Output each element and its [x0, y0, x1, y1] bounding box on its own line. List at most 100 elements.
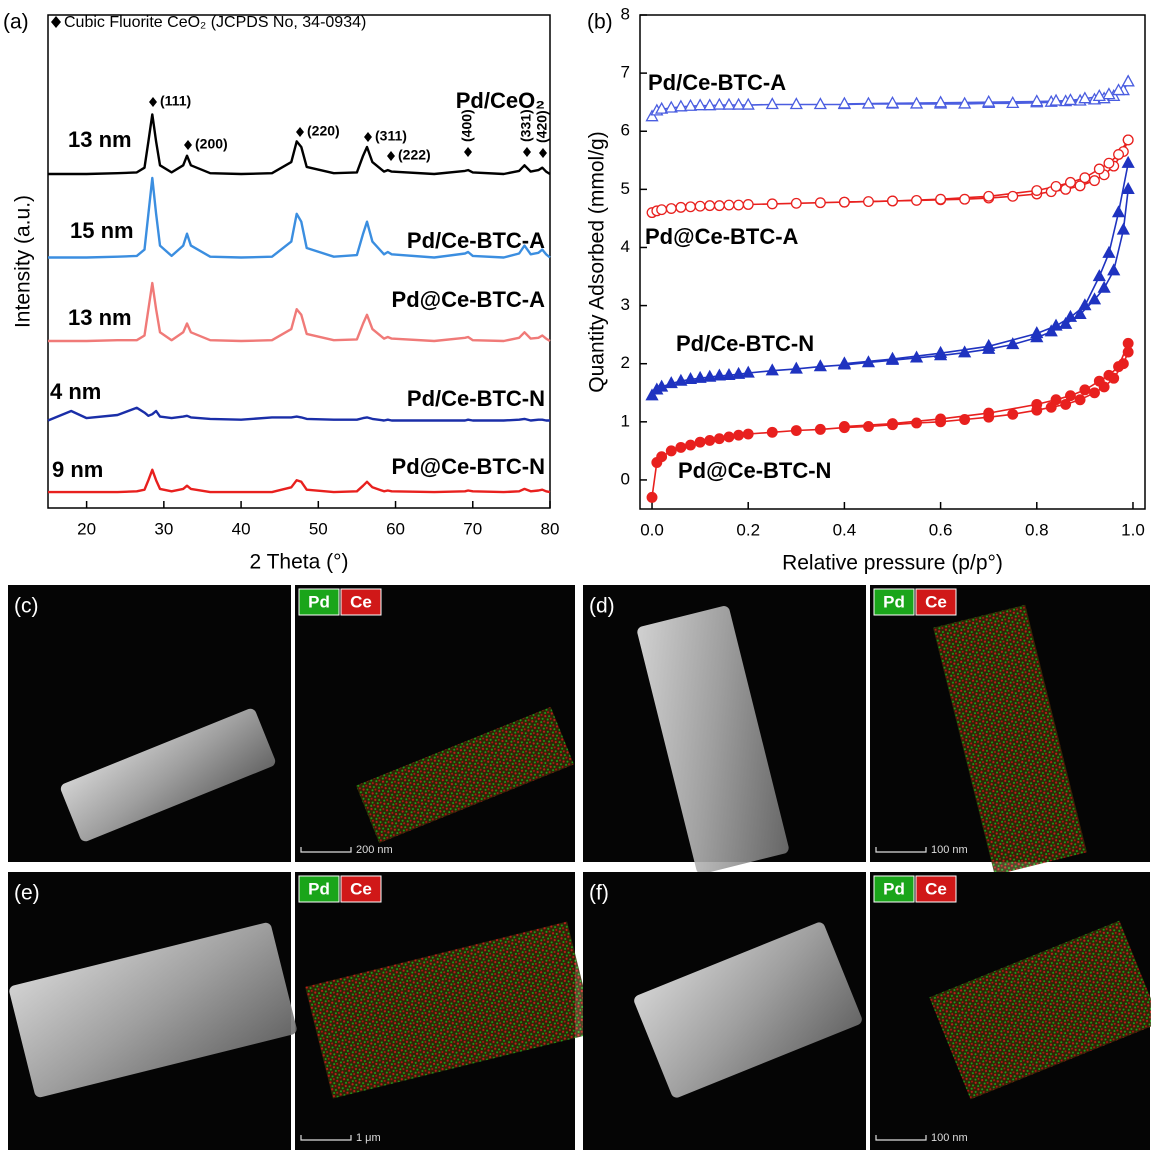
data-point — [766, 426, 778, 438]
panel: (c) Pd Ce 200 nm — [8, 585, 575, 862]
series-label: Pd/Ce-BTC-N — [407, 386, 545, 411]
plot-frame — [639, 14, 1146, 510]
x-tick-label: 0.0 — [640, 520, 664, 539]
scale-bar — [875, 1135, 927, 1141]
data-point — [885, 351, 900, 364]
data-point — [1122, 337, 1134, 349]
data-point — [712, 368, 726, 381]
data-point — [704, 200, 716, 212]
data-point — [1065, 390, 1076, 402]
data-point — [1107, 263, 1121, 276]
scale-bar — [875, 847, 927, 853]
y-axis-label: Quantity Adsorbed (mmol/g) — [586, 131, 609, 392]
data-point — [723, 199, 735, 211]
y-tick-label: 0 — [621, 469, 630, 488]
data-point — [1031, 398, 1043, 410]
series-line — [48, 176, 551, 259]
legend-label: Pd — [308, 592, 330, 611]
data-point — [1078, 298, 1092, 311]
data-point — [959, 193, 971, 205]
peak-diamond — [523, 147, 531, 157]
peak-diamond — [296, 127, 304, 137]
series-label: Pd/Ce-BTC-N — [676, 331, 814, 356]
y-tick-label: 5 — [621, 179, 630, 198]
data-point — [685, 201, 696, 213]
data-point — [982, 94, 996, 107]
data-point — [814, 197, 826, 209]
x-tick-label: 1.0 — [1121, 520, 1145, 539]
data-point — [1122, 134, 1134, 146]
data-point — [935, 193, 947, 205]
scale-label: 200 nm — [356, 844, 393, 856]
data-point — [863, 421, 874, 432]
x-tick-label: 70 — [463, 519, 482, 538]
data-point — [789, 361, 803, 374]
crystal — [60, 708, 276, 842]
data-point — [1121, 74, 1135, 87]
x-axis-label: Relative pressure (p/p°) — [782, 552, 1003, 575]
x-tick-label: 0.8 — [1025, 520, 1049, 539]
data-point — [935, 413, 947, 425]
data-point — [838, 196, 850, 208]
legend-swatch — [340, 875, 382, 903]
data-point — [656, 451, 668, 463]
data-point — [1050, 180, 1062, 192]
data-point — [675, 201, 687, 213]
data-point — [674, 373, 688, 386]
data-point — [1063, 93, 1078, 106]
data-point — [741, 97, 755, 110]
data-point — [1089, 387, 1100, 399]
data-point — [1074, 394, 1086, 406]
x-tick-label: 0.2 — [736, 520, 760, 539]
data-point — [1073, 306, 1087, 319]
data-point — [742, 199, 754, 210]
x-tick-label: 0.4 — [833, 520, 857, 539]
panel: (e) Pd Ce 1 μm — [8, 872, 595, 1150]
legend-label: Ce — [925, 879, 947, 898]
x-tick-label: 80 — [541, 519, 560, 538]
series-label: Pd@Ce-BTC-A — [645, 224, 799, 249]
legend-label: Pd — [308, 879, 330, 898]
data-point — [790, 197, 802, 209]
data-point — [722, 367, 736, 380]
data-point — [1097, 280, 1111, 293]
data-point — [1044, 324, 1058, 337]
size-label: 13 nm — [68, 127, 132, 152]
data-point — [861, 355, 876, 368]
legend-swatch — [340, 588, 382, 616]
data-point — [1006, 95, 1020, 108]
y-tick-label: 4 — [621, 237, 630, 256]
y-tick-label: 8 — [621, 4, 630, 23]
data-point — [741, 365, 755, 378]
panel-label: (d) — [589, 595, 615, 618]
peak-diamond — [184, 140, 192, 150]
data-point — [731, 366, 746, 379]
scale-label: 100 nm — [931, 1132, 968, 1144]
y-tick-label: 3 — [621, 295, 630, 314]
data-point — [933, 345, 948, 358]
data-point — [814, 423, 826, 435]
data-point — [887, 418, 898, 430]
data-point — [694, 200, 706, 212]
data-point — [1113, 361, 1124, 373]
data-point — [1049, 318, 1063, 331]
data-point — [733, 429, 745, 441]
data-point — [1121, 182, 1135, 195]
data-point — [665, 445, 677, 457]
data-point — [983, 190, 995, 202]
x-tick-label: 50 — [309, 519, 328, 538]
panel: (f) Pd Ce 100 nm — [583, 872, 1151, 1150]
crystal — [634, 922, 862, 1098]
data-point — [713, 200, 725, 212]
peak-diamond — [539, 148, 547, 158]
series-label: Pd@Ce-BTC-N — [678, 458, 831, 483]
data-point — [1102, 87, 1116, 100]
data-point — [813, 97, 827, 110]
data-point — [723, 431, 735, 443]
data-point — [959, 414, 971, 425]
data-point — [863, 196, 874, 208]
data-point — [958, 345, 972, 358]
data-point — [712, 97, 726, 110]
scale-bar — [300, 1135, 352, 1141]
data-point — [1121, 155, 1135, 168]
